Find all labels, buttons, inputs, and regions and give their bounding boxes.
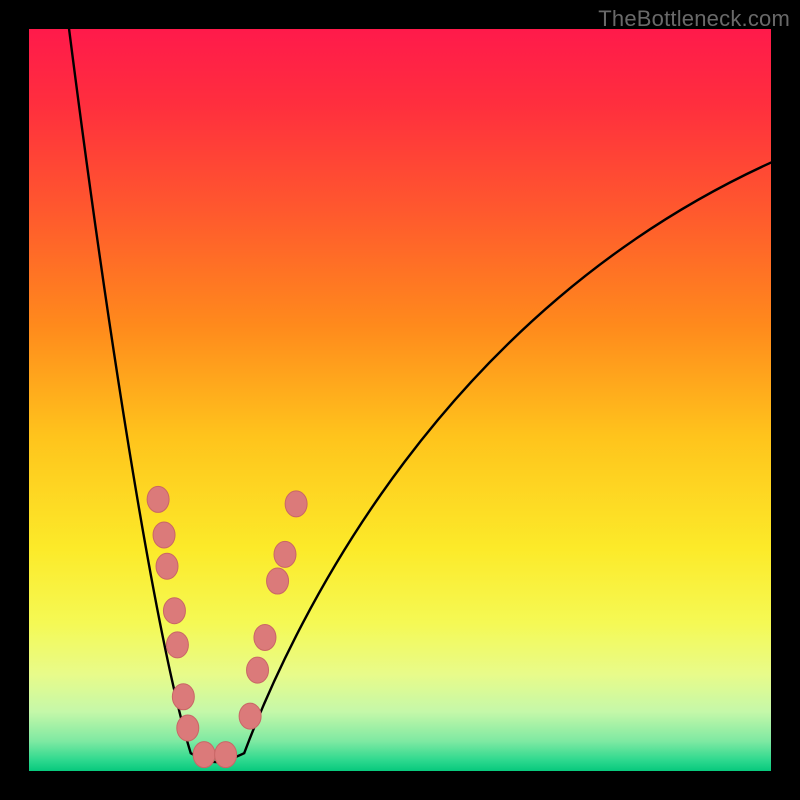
data-marker: [247, 657, 269, 683]
data-marker: [267, 568, 289, 594]
data-marker: [177, 715, 199, 741]
data-marker: [156, 553, 178, 579]
data-marker: [163, 598, 185, 624]
data-marker: [153, 522, 175, 548]
data-marker: [166, 632, 188, 658]
data-marker: [254, 624, 276, 650]
data-marker: [274, 541, 296, 567]
data-marker: [147, 486, 169, 512]
data-marker: [172, 684, 194, 710]
data-marker: [215, 742, 237, 768]
bottleneck-chart: [0, 0, 800, 800]
data-marker: [285, 491, 307, 517]
data-marker: [239, 703, 261, 729]
data-marker: [193, 742, 215, 768]
gradient-background: [29, 29, 771, 771]
watermark-text: TheBottleneck.com: [598, 6, 790, 32]
